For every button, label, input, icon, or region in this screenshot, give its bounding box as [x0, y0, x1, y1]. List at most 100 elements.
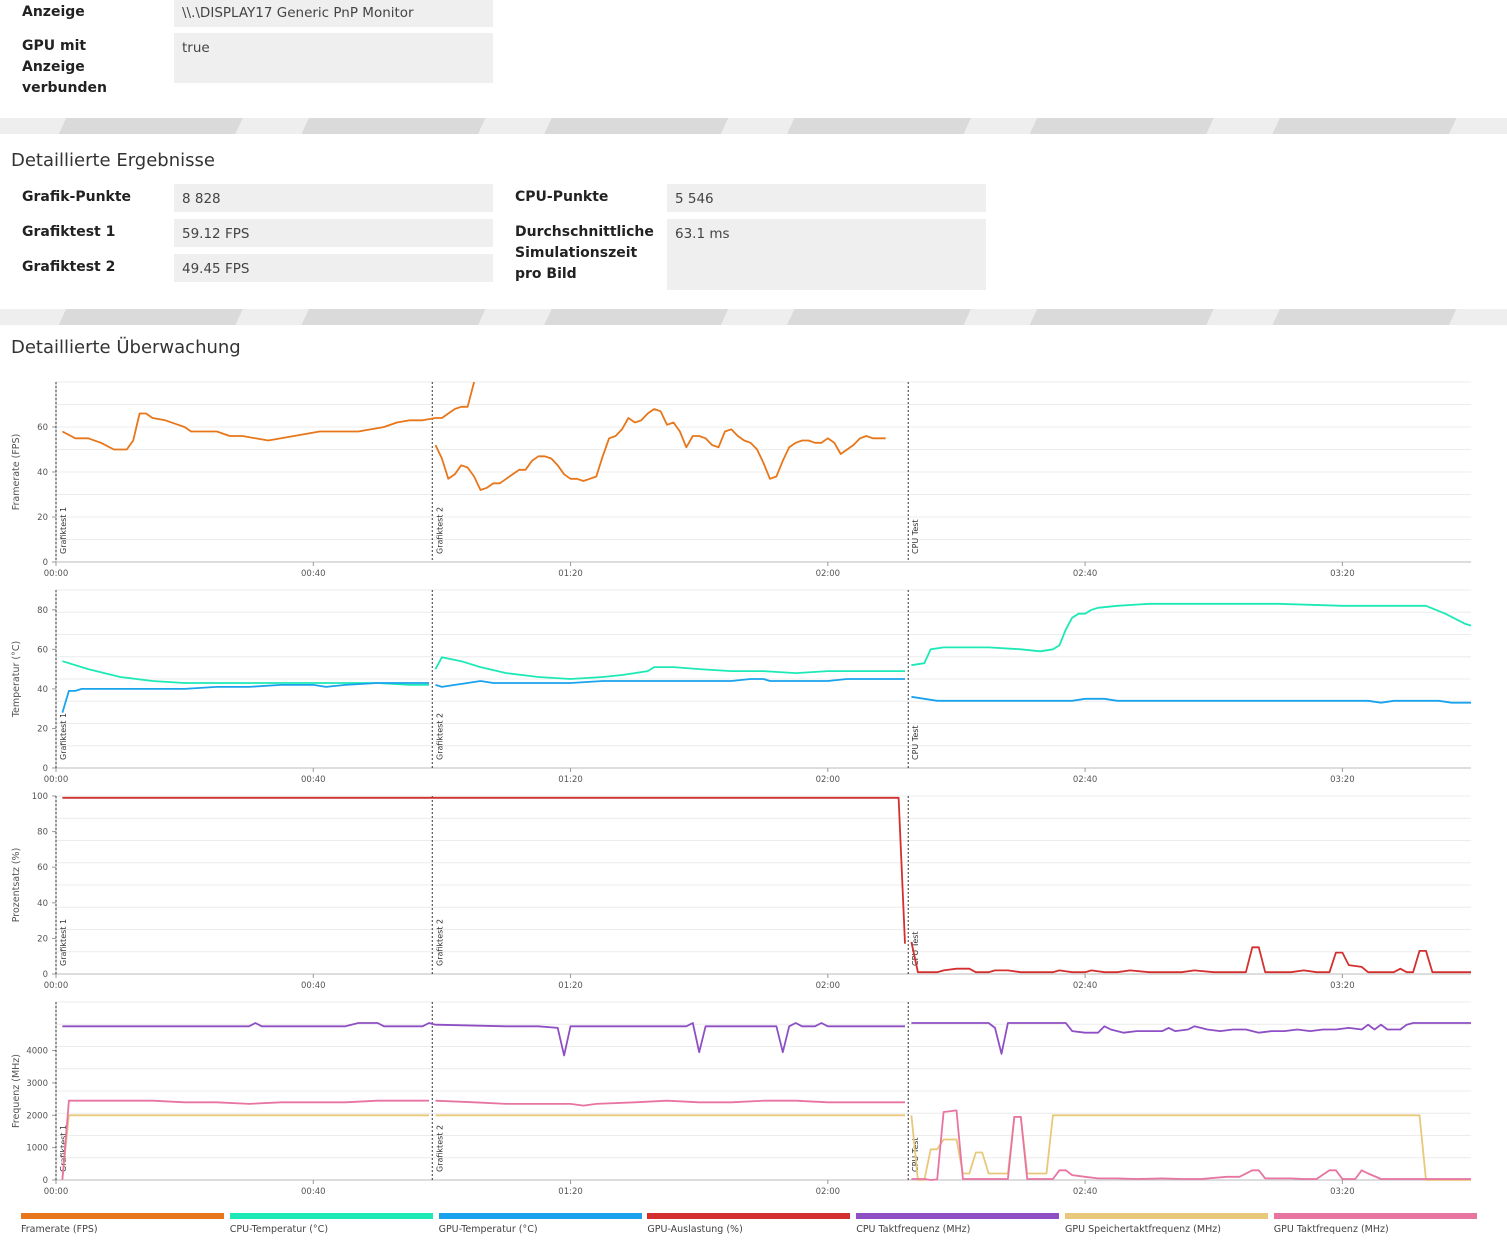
section-marker-label: Grafiktest 1 — [59, 713, 68, 760]
series-gpu_temp — [61, 682, 429, 713]
series-gpu_temp — [911, 695, 1471, 704]
section-marker-label: CPU Test — [911, 725, 920, 760]
legend-item[interactable]: GPU-Temperatur (°C) — [438, 1213, 642, 1243]
legend-item[interactable]: CPU-Temperatur (°C) — [229, 1213, 433, 1243]
legend-label: GPU-Auslastung (%) — [647, 1224, 743, 1235]
y-axis-label: Prozentsatz (%) — [11, 848, 22, 923]
legend-swatch — [856, 1213, 1060, 1219]
series-gpu_load — [62, 796, 906, 944]
x-tick-label: 02:00 — [816, 981, 841, 991]
gpu-display-label: GPU mit Anzeige verbunden — [22, 38, 107, 96]
y-tick-label: 60 — [37, 645, 48, 655]
legend-label: GPU-Temperatur (°C) — [438, 1224, 538, 1235]
series-cpu_temp — [911, 602, 1472, 667]
x-tick-label: 02:40 — [1073, 569, 1098, 579]
section-marker-label: CPU Test — [911, 931, 920, 966]
legend-item[interactable]: GPU Taktfrequenz (MHz) — [1273, 1213, 1477, 1243]
results-title: Detaillierte Ergebnisse — [11, 150, 215, 171]
y-tick-label: 100 — [32, 792, 48, 802]
graphics-test-1-value: 59.12 FPS — [174, 219, 493, 247]
sim-time-label: Durchschnittliche Simulationszeit pro Bi… — [515, 224, 654, 282]
y-tick-label: 0 — [43, 970, 48, 980]
y-tick-label: 80 — [37, 828, 48, 838]
y-tick-label: 60 — [37, 423, 48, 433]
legend-swatch — [438, 1213, 642, 1219]
legend-item[interactable]: Framerate (FPS) — [21, 1213, 224, 1243]
series-cpu_clock — [911, 1022, 1471, 1055]
x-tick-label: 00:00 — [44, 981, 69, 991]
series-gpu_clock — [61, 1099, 429, 1180]
sim-time-value: 63.1 ms — [667, 219, 986, 290]
y-tick-label: 40 — [37, 685, 48, 695]
series-gpu_clock — [911, 1109, 1471, 1181]
graphics-score-label: Grafik-Punkte — [22, 189, 132, 205]
graphics-test-2-label: Grafiktest 2 — [22, 259, 116, 275]
series-cpu_temp — [434, 656, 905, 680]
display-value: \\.\DISPLAY17 Generic PnP Monitor — [174, 0, 493, 27]
legend-swatch — [1273, 1213, 1477, 1219]
cpu-score-value: 5 546 — [667, 184, 986, 212]
x-tick-label: 00:40 — [301, 981, 326, 991]
y-tick-label: 60 — [37, 863, 48, 873]
section-marker-label: CPU Test — [911, 519, 920, 554]
legend-swatch — [229, 1213, 433, 1219]
x-tick-label: 02:40 — [1073, 775, 1098, 785]
x-tick-label: 02:00 — [816, 775, 841, 785]
y-tick-label: 0 — [43, 1176, 48, 1186]
x-tick-label: 03:20 — [1330, 981, 1355, 991]
section-marker-label: Grafiktest 2 — [435, 507, 444, 554]
x-tick-label: 02:40 — [1073, 981, 1098, 991]
chart-panel-1: 0 20 40 60 Framerate (FPS) 00:00 00:40 01:20 02:… — [11, 381, 1471, 579]
chart-panel-4: 0 1000 2000 3000 4000 Frequenz (MHz) 00:00 00:4… — [11, 1001, 1471, 1197]
x-tick-label: 00:40 — [301, 1187, 326, 1197]
x-tick-label: 01:20 — [558, 1187, 583, 1197]
section-divider — [0, 309, 1507, 325]
x-tick-label: 00:40 — [301, 775, 326, 785]
display-label: Anzeige — [22, 4, 85, 20]
legend-item[interactable]: CPU Taktfrequenz (MHz) — [856, 1213, 1060, 1243]
y-tick-label: 20 — [37, 934, 48, 944]
y-axis-label: Frequenz (MHz) — [11, 1054, 22, 1128]
y-axis-label: Framerate (FPS) — [11, 434, 22, 511]
graphics-score-value: 8 828 — [174, 184, 493, 212]
series-fps — [434, 408, 886, 491]
x-tick-label: 00:00 — [44, 569, 69, 579]
chart-panel-3: 0 20 40 60 80 100 Prozentsatz (%) 00:00 00:40 01:… — [11, 792, 1471, 991]
y-tick-label: 0 — [43, 764, 48, 774]
section-marker-label: Grafiktest 2 — [435, 713, 444, 760]
section-marker-label: Grafiktest 2 — [435, 919, 444, 966]
x-tick-label: 02:00 — [816, 569, 841, 579]
graphics-test-2-value: 49.45 FPS — [174, 254, 493, 282]
monitoring-title: Detaillierte Überwachung — [11, 337, 241, 358]
legend-swatch — [647, 1213, 851, 1219]
series-fps — [61, 381, 475, 451]
legend-label: CPU-Temperatur (°C) — [229, 1224, 329, 1235]
series-cpu_clock — [435, 1022, 905, 1057]
legend-item[interactable]: GPU-Auslastung (%) — [647, 1213, 851, 1243]
y-tick-label: 3000 — [26, 1079, 48, 1089]
series-gpu_clock — [435, 1099, 905, 1107]
legend-label: GPU Taktfrequenz (MHz) — [1273, 1224, 1389, 1235]
legend-label: CPU Taktfrequenz (MHz) — [856, 1224, 971, 1235]
x-tick-label: 00:00 — [44, 775, 69, 785]
graphics-test-1-label: Grafiktest 1 — [22, 224, 116, 240]
x-tick-label: 01:20 — [558, 775, 583, 785]
gpu-display-value: true — [174, 33, 493, 83]
series-cpu_clock — [62, 1022, 436, 1028]
y-tick-label: 80 — [37, 606, 48, 616]
y-tick-label: 20 — [37, 724, 48, 734]
y-tick-label: 40 — [37, 468, 48, 478]
legend-label: Framerate (FPS) — [21, 1224, 98, 1235]
y-axis-label: Temperatur (°C) — [11, 641, 22, 718]
x-tick-label: 02:00 — [816, 1187, 841, 1197]
x-tick-label: 03:20 — [1330, 1187, 1355, 1197]
y-tick-label: 1000 — [26, 1144, 48, 1154]
series-cpu_temp — [62, 660, 429, 686]
series-gpu_temp — [435, 678, 905, 688]
y-tick-label: 20 — [37, 513, 48, 523]
section-marker-label: Grafiktest 1 — [59, 1125, 68, 1172]
x-tick-label: 01:20 — [558, 569, 583, 579]
x-tick-label: 03:20 — [1330, 775, 1355, 785]
x-tick-label: 00:40 — [301, 569, 326, 579]
legend-item[interactable]: GPU Speichertaktfrequenz (MHz) — [1065, 1213, 1268, 1243]
